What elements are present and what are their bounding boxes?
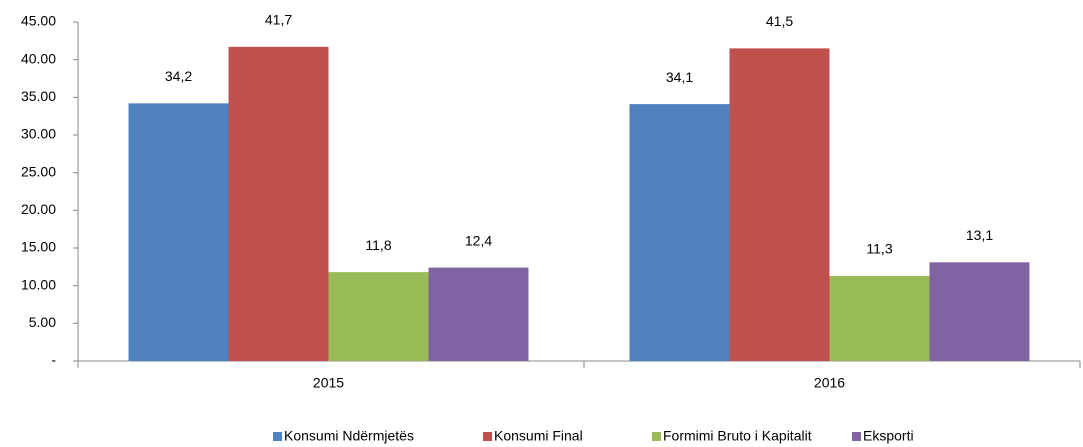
y-tick-label: 10.00 [21, 276, 56, 292]
legend-label: Formimi Bruto i Kapitalit [663, 428, 812, 444]
data-label: 41,5 [766, 13, 793, 29]
y-tick-label: 15.00 [21, 239, 56, 255]
data-label: 11,8 [365, 237, 391, 253]
y-tick-label: - [51, 352, 56, 368]
y-tick-label: 35.00 [21, 88, 56, 104]
y-tick-label: 40.00 [21, 50, 56, 66]
legend-marker [273, 432, 282, 441]
y-tick-label: 45.00 [21, 13, 56, 29]
data-label: 41,7 [265, 12, 292, 28]
bar [629, 104, 730, 361]
bar [829, 275, 930, 361]
bar [729, 48, 830, 361]
legend-label: Konsumi Ndërmjetës [284, 428, 414, 444]
x-tick-label: 2016 [814, 375, 845, 391]
data-label: 34,2 [165, 68, 192, 84]
y-tick-label: 30.00 [21, 126, 56, 142]
x-tick-label: 2015 [313, 375, 344, 391]
data-label: 34,1 [666, 69, 693, 85]
y-tick-label: 5.00 [29, 314, 56, 330]
data-label: 11,3 [866, 241, 892, 257]
bar [228, 46, 329, 362]
legend-marker [483, 432, 492, 441]
legend-marker [652, 432, 661, 441]
data-label: 12,4 [465, 232, 492, 248]
legend-marker [852, 432, 861, 441]
y-tick-label: 20.00 [21, 201, 56, 217]
data-label: 13,1 [966, 227, 993, 243]
bar [929, 262, 1030, 361]
y-tick-label: 25.00 [21, 163, 56, 179]
bar [128, 103, 229, 362]
legend-label: Eksporti [863, 428, 914, 444]
bar [428, 267, 529, 361]
legend-label: Konsumi Final [494, 428, 583, 444]
bar [328, 272, 429, 361]
